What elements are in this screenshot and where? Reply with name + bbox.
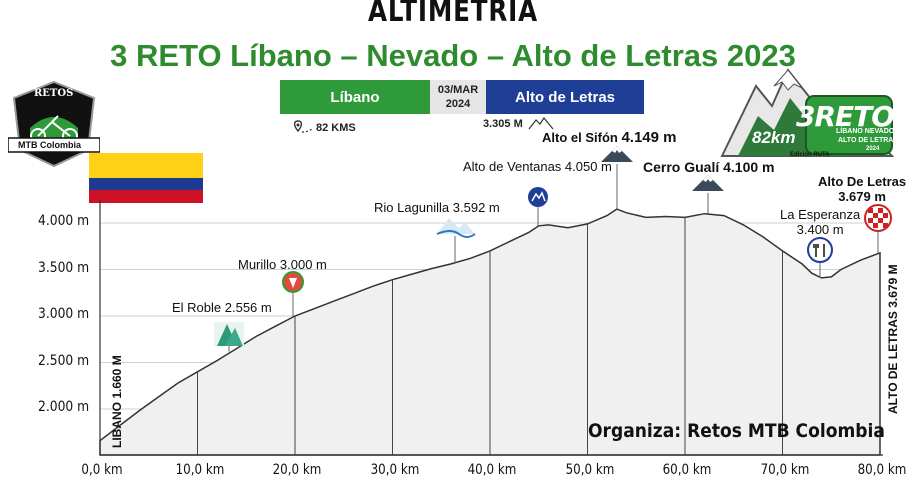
waypoint-label: Rio Lagunilla 3.592 m bbox=[374, 200, 500, 215]
page-title: ALTIMETRIA bbox=[368, 0, 538, 29]
waypoint-label: Alto de Ventanas 4.050 m bbox=[463, 159, 612, 174]
river-icon bbox=[436, 218, 476, 238]
right-logo-main-text: 3RETO bbox=[796, 100, 895, 133]
x-tick-label: 10,0 km bbox=[175, 462, 224, 478]
colombia-flag bbox=[89, 153, 203, 203]
tree-icon bbox=[214, 322, 244, 346]
waypoint-label: Murillo 3.000 m bbox=[238, 257, 327, 272]
event-title: 3 RETO Líbano – Nevado – Alto de Letras … bbox=[110, 38, 796, 73]
date-banner: 03/MAR 2024 bbox=[430, 80, 486, 114]
right-logo-edition: Edición RUTA bbox=[790, 152, 830, 158]
right-logo-sub1: LÍBANO NEVADO bbox=[836, 128, 895, 135]
organizer-text: Organiza: Retos MTB Colombia bbox=[588, 420, 885, 442]
waypoint-label: El Roble 2.556 m bbox=[172, 300, 272, 315]
left-logo-bottom-text: MTB Colombia bbox=[18, 140, 81, 150]
mountain-peak-icon bbox=[692, 175, 724, 191]
x-tick-label: 0,0 km bbox=[81, 462, 123, 478]
right-logo-sub2: ALTO DE LETRAS bbox=[838, 137, 899, 144]
x-tick-label: 40,0 km bbox=[467, 462, 517, 478]
x-tick-label: 70,0 km bbox=[760, 462, 809, 478]
left-logo-top-text: RETOS bbox=[34, 88, 74, 99]
start-elevation-label: LIBANO 1.660 M bbox=[110, 355, 124, 448]
waypoint-label: La Esperanza 3.400 m bbox=[780, 207, 861, 237]
reto-event-logo bbox=[720, 68, 895, 157]
date-year: 2024 bbox=[445, 98, 471, 110]
right-logo-km-text: 82km bbox=[752, 128, 796, 147]
date-day: 03/MAR bbox=[437, 84, 479, 96]
x-tick-label: 60,0 km bbox=[662, 462, 712, 478]
location-pin-icon bbox=[282, 271, 304, 293]
mountain-outline-icon bbox=[528, 116, 554, 130]
retos-mtb-logo bbox=[8, 80, 100, 168]
x-tick-label: 80,0 km bbox=[857, 462, 906, 478]
distance-value: 82 KMS bbox=[316, 122, 356, 134]
y-tick-label: 4.000 m bbox=[38, 213, 90, 229]
finish-flag-icon bbox=[864, 204, 892, 232]
route-pin-icon bbox=[293, 120, 313, 133]
start-banner: Líbano bbox=[280, 80, 430, 114]
x-tick-label: 20,0 km bbox=[272, 462, 322, 478]
waypoint-label: Alto De Letras 3.679 m bbox=[818, 174, 906, 204]
mountain-sign-icon bbox=[528, 187, 548, 207]
food-station-icon bbox=[807, 237, 833, 263]
y-tick-label: 3.000 m bbox=[38, 306, 90, 322]
end-label: Alto de Letras bbox=[514, 88, 616, 106]
end-banner: Alto de Letras bbox=[486, 80, 644, 114]
end-elevation-label: ALTO DE LETRAS 3.679 M bbox=[886, 264, 900, 414]
waypoint-label: Cerro Gualí 4.100 m bbox=[643, 159, 775, 175]
start-label: Líbano bbox=[330, 88, 380, 106]
right-logo-year: 2024 bbox=[866, 146, 880, 152]
y-tick-label: 2.000 m bbox=[38, 399, 90, 415]
x-tick-label: 50,0 km bbox=[565, 462, 614, 478]
waypoint-label: Alto el Sifón 4.149 m bbox=[542, 129, 677, 146]
y-tick-label: 2.500 m bbox=[38, 352, 90, 369]
y-tick-label: 3.500 m bbox=[38, 259, 90, 276]
mountain-peak-icon bbox=[601, 146, 633, 162]
elevation-value: 3.305 M bbox=[483, 118, 523, 130]
x-tick-label: 30,0 km bbox=[370, 462, 419, 478]
